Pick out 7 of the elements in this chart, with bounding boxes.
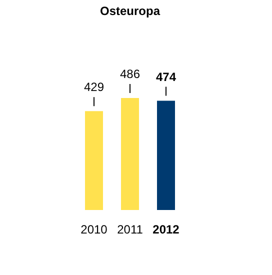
chart-title: Osteuropa: [100, 4, 160, 18]
x-tick-label: 2011: [117, 222, 144, 236]
x-tick-label: 2010: [80, 222, 108, 236]
x-tick-label: 2012: [152, 222, 180, 236]
data-label: 429: [84, 80, 104, 94]
data-label: 486: [120, 67, 140, 81]
data-label: 474: [156, 70, 176, 84]
